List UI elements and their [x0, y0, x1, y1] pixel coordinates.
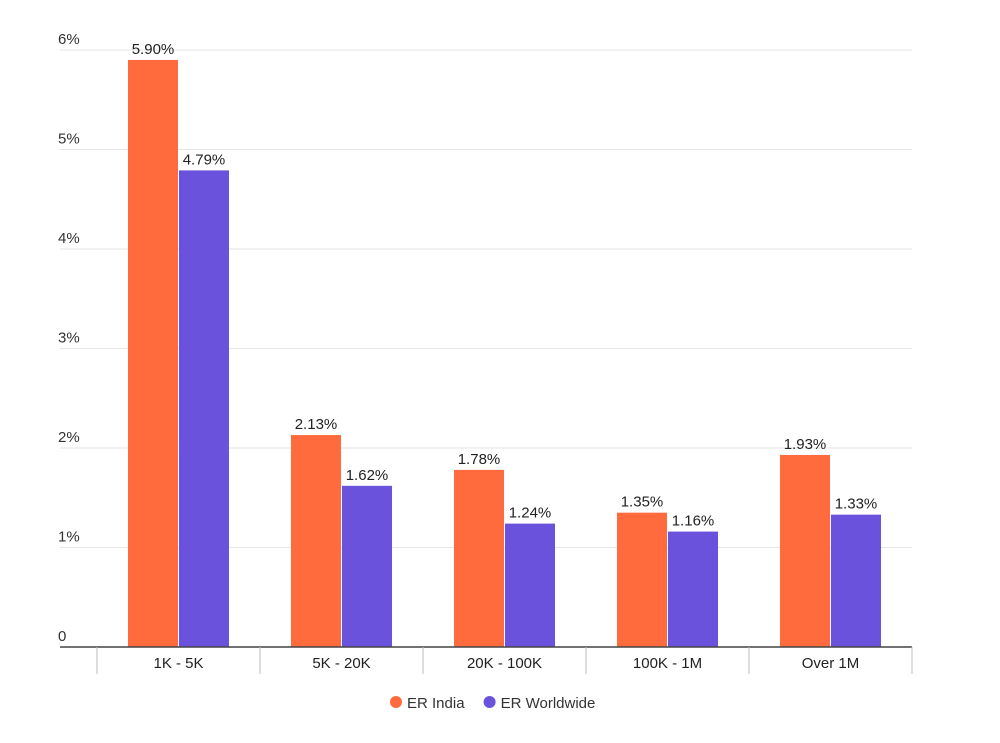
y-tick-label: 5% — [58, 131, 80, 148]
y-tick-label: 1% — [58, 529, 80, 546]
bar — [291, 435, 341, 647]
bars — [128, 59, 881, 647]
data-label: 4.79% — [183, 151, 226, 168]
x-tick-label: Over 1M — [802, 655, 860, 672]
data-label: 1.93% — [784, 436, 827, 453]
legend-label: ER India — [407, 695, 465, 712]
bar — [454, 469, 504, 647]
x-axis — [60, 646, 913, 674]
data-label: 5.90% — [132, 41, 175, 58]
data-label: 2.13% — [295, 416, 338, 433]
data-label: 1.33% — [835, 496, 878, 513]
bar — [342, 485, 392, 647]
x-tick-label: 100K - 1M — [633, 655, 702, 672]
bar — [505, 523, 555, 647]
data-label: 1.24% — [509, 505, 552, 522]
data-label: 1.62% — [346, 467, 389, 484]
x-axis-ticks: 1K - 5K 5K - 20K 20K - 100K 100K - 1M Over 1… — [153, 655, 859, 672]
data-label: 1.16% — [672, 513, 715, 530]
bar — [780, 454, 830, 647]
data-labels: 5.90% 4.79% 2.13% 1.62% 1.78% 1.24% 1.35% 1.16%… — [132, 41, 878, 530]
bar — [668, 531, 718, 647]
data-label: 1.78% — [458, 451, 501, 468]
y-tick-label: 6% — [58, 31, 80, 48]
legend-marker — [390, 696, 402, 708]
y-axis-ticks: 0 1% 2% 3% 4% 5% 6% — [58, 31, 80, 645]
y-tick-label: 0 — [58, 628, 66, 645]
y-tick-label: 4% — [58, 230, 80, 247]
legend-label: ER Worldwide — [501, 695, 596, 712]
y-tick-label: 3% — [58, 330, 80, 347]
x-tick-label: 5K - 20K — [312, 655, 370, 672]
bar — [128, 59, 178, 647]
bar — [179, 170, 229, 647]
legend: ER India ER Worldwide — [390, 695, 595, 712]
x-tick-label: 20K - 100K — [467, 655, 542, 672]
x-tick-label: 1K - 5K — [153, 655, 203, 672]
bar — [831, 514, 881, 647]
y-tick-label: 2% — [58, 429, 80, 446]
legend-marker — [483, 696, 496, 708]
data-label: 1.35% — [621, 494, 664, 511]
bar — [617, 512, 667, 647]
